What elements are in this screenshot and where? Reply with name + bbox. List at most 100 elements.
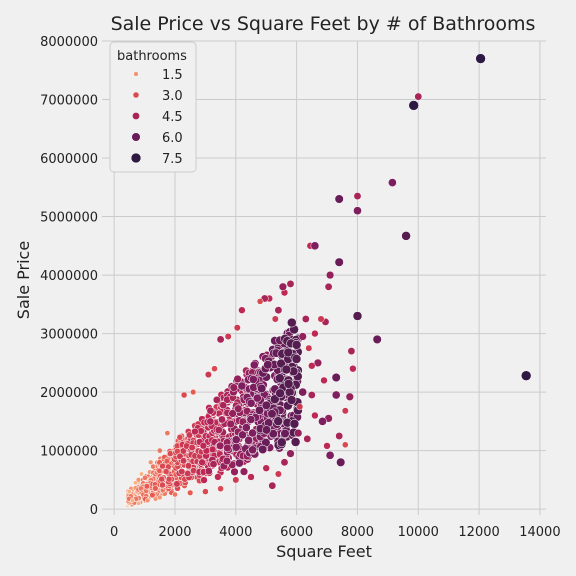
- data-point: [352, 311, 363, 321]
- data-point: [287, 317, 297, 328]
- data-point: [345, 392, 354, 401]
- legend-label: 6.0: [162, 131, 183, 146]
- data-point: [190, 389, 197, 396]
- data-point: [311, 329, 319, 338]
- legend-label: 1.5: [162, 68, 183, 83]
- data-point: [289, 419, 300, 429]
- data-point: [216, 441, 225, 450]
- data-point: [388, 178, 397, 187]
- data-point: [280, 458, 289, 467]
- data-point: [276, 358, 286, 369]
- data-point: [294, 428, 303, 438]
- data-point: [228, 409, 237, 418]
- data-point: [257, 383, 267, 394]
- legend-marker: [130, 152, 142, 164]
- data-point: [318, 417, 327, 426]
- data-point: [137, 485, 144, 492]
- data-point: [303, 434, 312, 443]
- data-point: [244, 436, 253, 445]
- data-point: [163, 458, 170, 465]
- data-point: [271, 315, 279, 323]
- data-point: [214, 426, 223, 434]
- data-point: [261, 400, 271, 410]
- data-point: [232, 476, 240, 484]
- data-point: [180, 391, 188, 399]
- data-point: [186, 431, 193, 439]
- legend-box: [109, 41, 197, 173]
- data-point: [331, 390, 341, 400]
- data-point: [176, 434, 184, 441]
- data-point: [336, 457, 346, 467]
- data-point: [246, 415, 256, 424]
- data-point: [268, 481, 277, 490]
- data-point: [159, 462, 166, 470]
- data-point: [286, 279, 295, 288]
- data-point: [258, 444, 268, 454]
- data-point: [157, 494, 163, 501]
- y-tick-label: 3000000: [40, 328, 98, 343]
- y-tick-label: 6000000: [40, 152, 98, 167]
- data-point: [173, 480, 181, 488]
- data-point: [320, 376, 328, 385]
- data-point: [226, 419, 235, 429]
- data-point: [133, 480, 138, 486]
- data-point: [231, 442, 241, 452]
- data-point: [202, 488, 209, 495]
- legend-label: 4.5: [162, 110, 183, 125]
- data-point: [156, 447, 163, 454]
- data-point: [277, 437, 287, 448]
- data-point: [286, 395, 297, 405]
- data-point: [305, 344, 313, 352]
- data-point: [298, 332, 307, 341]
- data-point: [284, 387, 295, 397]
- data-point: [298, 387, 308, 397]
- data-point: [187, 489, 194, 496]
- data-point: [267, 409, 277, 419]
- data-point: [353, 206, 362, 216]
- data-point: [200, 476, 208, 484]
- data-point: [307, 391, 316, 399]
- data-point: [126, 489, 132, 495]
- data-point: [172, 491, 178, 498]
- data-point: [219, 401, 228, 410]
- data-point: [216, 335, 225, 344]
- data-point: [254, 405, 265, 415]
- data-point: [241, 423, 251, 432]
- data-point: [349, 364, 357, 373]
- x-tick-label: 8000: [341, 525, 374, 540]
- legend-entries: 1.5 3.0 4.5 6.0 7.5: [130, 68, 183, 167]
- data-point: [247, 473, 255, 481]
- data-point: [164, 430, 171, 436]
- data-point: [214, 473, 222, 481]
- legend-marker: [132, 91, 140, 99]
- data-point: [223, 443, 232, 453]
- data-point: [178, 468, 186, 476]
- data-point: [139, 471, 144, 477]
- data-point: [235, 458, 244, 468]
- data-point: [291, 340, 302, 350]
- data-point: [152, 485, 159, 492]
- data-point: [246, 398, 256, 408]
- data-point: [234, 404, 243, 413]
- data-point: [217, 485, 224, 492]
- data-point: [198, 458, 206, 467]
- data-point: [335, 432, 344, 440]
- data-point: [262, 464, 270, 472]
- data-point: [180, 457, 187, 465]
- data-point: [341, 407, 349, 415]
- y-tick-label: 8000000: [40, 35, 98, 50]
- data-point: [275, 388, 285, 399]
- y-tick-labels: 0 1000000 2000000 3000000 4000000 5000000 6000…: [40, 35, 98, 518]
- data-point: [334, 194, 344, 204]
- data-point: [261, 425, 272, 435]
- data-point: [239, 467, 249, 476]
- data-point: [149, 492, 156, 499]
- data-point: [208, 445, 217, 454]
- data-point: [308, 362, 316, 370]
- data-point: [230, 467, 239, 476]
- data-point: [158, 475, 165, 483]
- data-point: [475, 53, 486, 64]
- chart-title: Sale Price vs Square Feet by # of Bathro…: [111, 13, 536, 35]
- data-point: [222, 456, 232, 466]
- data-point: [231, 435, 241, 445]
